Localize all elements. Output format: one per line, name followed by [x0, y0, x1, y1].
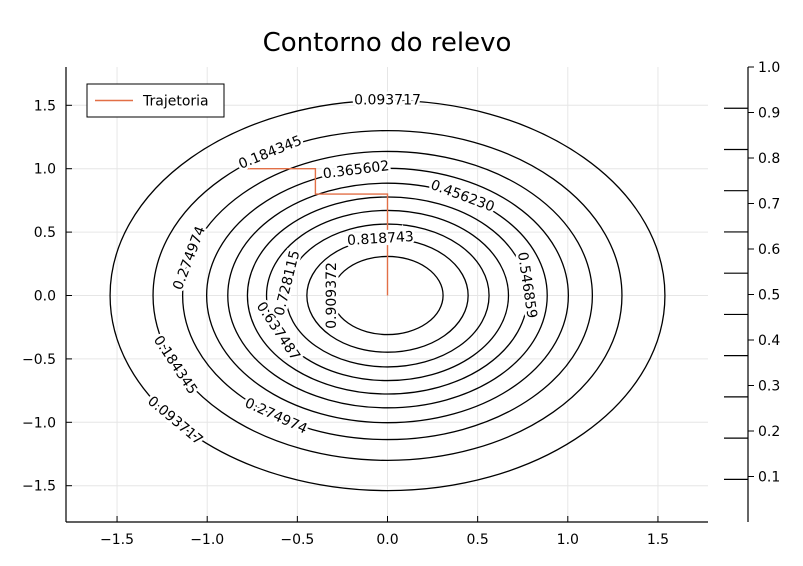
y-tick-label: 0.5 [34, 225, 56, 241]
y-tick-label: −1.0 [22, 415, 56, 431]
chart-title: Contorno do relevo [263, 28, 512, 58]
contour-label: 0.456230 [428, 177, 496, 215]
colorbar-tick-label: 1.0 [758, 60, 780, 76]
y-tick-label: 0.0 [34, 289, 56, 305]
y-tick-label: 1.0 [34, 162, 56, 178]
colorbar-tick-label: 0.9 [758, 106, 780, 122]
contour-line [109, 99, 666, 492]
colorbar-tick-label: 0.1 [758, 470, 780, 486]
axes: −1.5 −1.0 −0.5 0.0 0.5 1.0 1.5 −1.5 −1.0 −0.5 0.0 0… [22, 67, 708, 548]
colorbar-tick-label: 0.7 [758, 197, 780, 213]
x-tick-label: 0.5 [467, 532, 489, 548]
x-tick-label: 0.0 [376, 532, 398, 548]
contour-line [152, 129, 623, 462]
contour-label: 0.365602 [322, 158, 390, 182]
x-tick-label: −0.5 [280, 532, 314, 548]
series-trajetoria-line [243, 167, 389, 296]
contour-line [205, 167, 570, 424]
colorbar-tick-label: 0.2 [758, 424, 780, 440]
contour-label: 0.728115 [272, 249, 304, 318]
contour-label: 0.546859 [514, 251, 540, 319]
legend-label: Trajetoria [142, 94, 209, 110]
contour-label: 0.093717 [144, 393, 205, 448]
colorbar: 0.1 0.2 0.3 0.4 0.5 0.6 0.7 0.8 0.9 1.0 [724, 60, 780, 522]
series-lines [243, 167, 389, 296]
y-tick-label: −1.5 [22, 479, 56, 495]
contour-line [181, 150, 594, 441]
colorbar-tick-label: 0.4 [758, 333, 780, 349]
y-tick-label: 1.5 [34, 98, 56, 114]
x-tick-label: 1.0 [557, 532, 579, 548]
x-tick-label: −1.5 [100, 532, 134, 548]
contour-label: 0.184345 [150, 333, 200, 398]
contour-label: 0.818743 [347, 229, 415, 249]
contour-label: 0.274974 [242, 395, 310, 437]
legend: Trajetoria [86, 83, 225, 118]
x-tick-label: −1.0 [190, 532, 224, 548]
colorbar-tick-label: 0.5 [758, 288, 780, 304]
contour-label: 0.274974 [170, 224, 209, 292]
contour-label: 0.909372 [324, 262, 340, 329]
colorbar-tick-label: 0.3 [758, 379, 780, 395]
contour-label: 0.093717 [354, 92, 421, 108]
colorbar-tick-label: 0.6 [758, 242, 780, 258]
y-tick-label: −0.5 [22, 352, 56, 368]
contour-labels: 0.0937170.0937170.1843450.1843450.274974… [142, 90, 542, 451]
contour-line [227, 182, 548, 409]
x-tick-label: 1.5 [647, 532, 669, 548]
colorbar-tick-label: 0.8 [758, 151, 780, 167]
